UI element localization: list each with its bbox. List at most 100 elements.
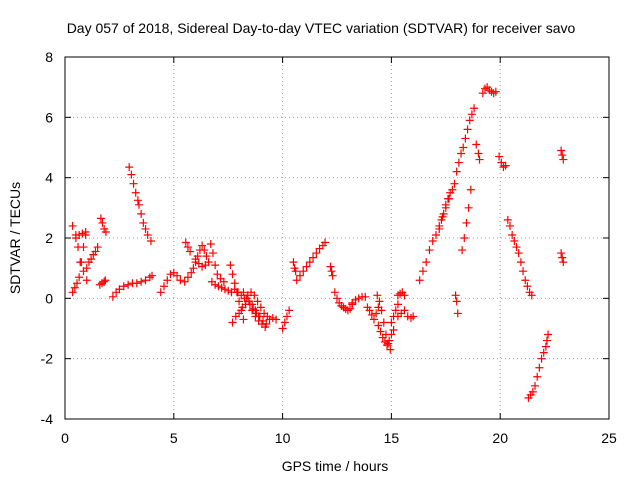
data-point bbox=[211, 261, 220, 270]
data-point bbox=[435, 224, 444, 233]
axis-ticks: 0 5 10 15 20 25 -4 -2 0 2 4 6 8 bbox=[41, 49, 617, 446]
data-point bbox=[495, 152, 504, 161]
data-point bbox=[327, 267, 336, 276]
data-point bbox=[393, 300, 402, 309]
data-point bbox=[326, 262, 335, 271]
data-point bbox=[81, 227, 90, 236]
data-point bbox=[82, 264, 91, 273]
y-tick-label: 6 bbox=[45, 109, 53, 125]
data-point bbox=[226, 261, 235, 270]
data-point bbox=[527, 291, 536, 300]
data-point bbox=[248, 306, 257, 315]
data-point bbox=[462, 218, 471, 227]
data-point bbox=[528, 387, 537, 396]
data-point bbox=[289, 258, 298, 267]
series-arc-10 bbox=[156, 268, 196, 297]
data-point bbox=[235, 309, 244, 318]
data-point bbox=[541, 342, 550, 351]
data-point bbox=[230, 279, 239, 288]
data-point bbox=[389, 326, 398, 335]
series-arc-40 bbox=[503, 215, 536, 300]
data-point bbox=[250, 291, 259, 300]
series-arc-36 bbox=[458, 185, 475, 255]
data-point bbox=[373, 291, 382, 300]
data-point bbox=[132, 279, 141, 288]
data-point bbox=[305, 258, 314, 267]
y-axis-label: SDTVAR / TECUs bbox=[7, 182, 23, 294]
data-point bbox=[369, 315, 378, 324]
series-arc-06 bbox=[96, 214, 110, 236]
x-tick-label: 20 bbox=[492, 430, 508, 446]
data-point bbox=[439, 209, 448, 218]
data-point bbox=[134, 200, 143, 209]
data-point bbox=[213, 270, 222, 279]
data-point bbox=[127, 170, 136, 179]
data-point bbox=[228, 318, 237, 327]
data-point bbox=[72, 279, 81, 288]
series-arc-31 bbox=[393, 306, 418, 322]
x-tick-label: 10 bbox=[275, 430, 291, 446]
data-point bbox=[173, 271, 182, 280]
data-point bbox=[387, 330, 396, 339]
series-arc-03 bbox=[71, 227, 90, 242]
data-point bbox=[249, 304, 258, 313]
data-point bbox=[321, 238, 330, 247]
data-point bbox=[523, 282, 532, 291]
data-point bbox=[228, 270, 237, 279]
data-point bbox=[451, 291, 460, 300]
data-point bbox=[453, 309, 462, 318]
data-point bbox=[239, 315, 248, 324]
data-point bbox=[183, 273, 192, 282]
data-point bbox=[291, 267, 300, 276]
data-point bbox=[137, 209, 146, 218]
y-tick-label: 2 bbox=[45, 230, 53, 246]
data-point bbox=[68, 288, 77, 297]
series-arc-23 bbox=[326, 262, 337, 280]
data-point bbox=[101, 276, 110, 285]
data-point bbox=[346, 304, 355, 313]
chart-title: Day 057 of 2018, Sidereal Day-to-day VTE… bbox=[67, 20, 576, 36]
data-point bbox=[465, 116, 474, 125]
data-point bbox=[101, 227, 110, 236]
data-point bbox=[143, 230, 152, 239]
data-point bbox=[508, 230, 517, 239]
data-point bbox=[375, 297, 384, 306]
data-point bbox=[458, 246, 467, 255]
data-point bbox=[198, 241, 207, 250]
series-arc-37 bbox=[472, 140, 484, 164]
data-point bbox=[278, 324, 287, 333]
data-point bbox=[497, 158, 506, 167]
data-point bbox=[475, 155, 484, 164]
x-axis-label: GPS time / hours bbox=[282, 458, 389, 474]
data-point bbox=[299, 267, 308, 276]
data-point bbox=[533, 372, 542, 381]
data-point bbox=[100, 277, 109, 286]
data-point bbox=[141, 276, 150, 285]
data-point bbox=[505, 221, 514, 230]
series-arc-42 bbox=[557, 249, 568, 267]
data-point bbox=[422, 258, 431, 267]
data-point bbox=[129, 179, 138, 188]
y-tick-label: -2 bbox=[41, 351, 54, 367]
series-arc-13 bbox=[191, 255, 213, 271]
data-point bbox=[491, 87, 500, 96]
data-point bbox=[535, 363, 544, 372]
data-point bbox=[474, 149, 483, 158]
data-point bbox=[418, 267, 427, 276]
data-point bbox=[464, 203, 473, 212]
data-point bbox=[557, 249, 566, 258]
data-point bbox=[189, 264, 198, 273]
data-point bbox=[272, 315, 281, 324]
data-point bbox=[539, 348, 548, 357]
data-point bbox=[292, 276, 301, 285]
y-tick-label: 8 bbox=[45, 49, 53, 65]
series-arc-04 bbox=[82, 243, 102, 273]
data-point bbox=[383, 341, 392, 350]
data-point bbox=[119, 282, 128, 291]
grid bbox=[65, 57, 609, 419]
data-point bbox=[87, 255, 96, 264]
data-point bbox=[124, 280, 133, 289]
data-point bbox=[385, 336, 394, 345]
series-arc-11 bbox=[181, 238, 195, 256]
